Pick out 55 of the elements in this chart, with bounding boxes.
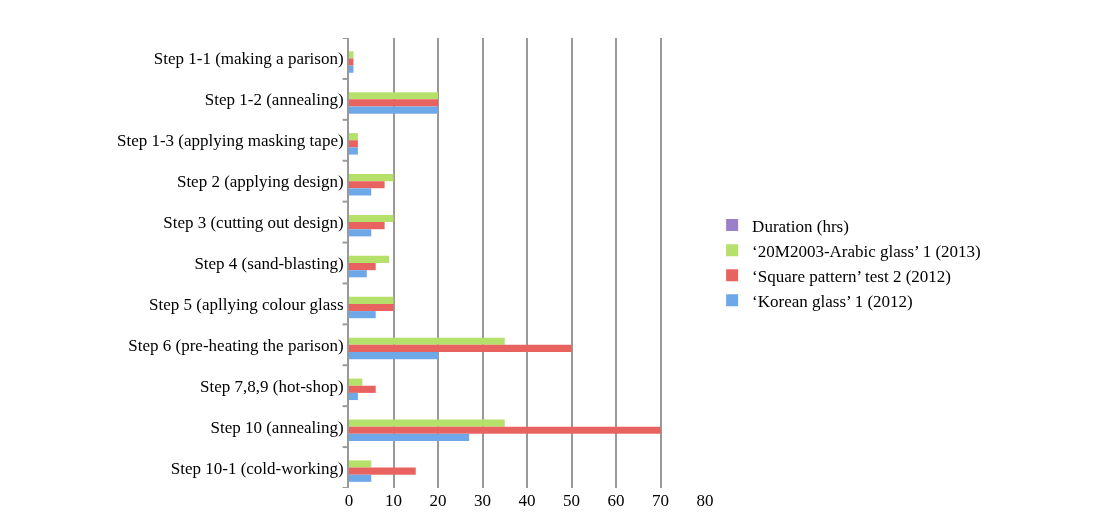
bar xyxy=(349,140,358,148)
y-tick-label: Step 2 (applying design) xyxy=(176,172,344,192)
y-tick-label: Step 7,8,9 (hot-shop) xyxy=(200,376,344,396)
y-tick-label: Step 6 (pre-heating the parison) xyxy=(128,335,344,355)
bar xyxy=(349,392,358,401)
bar xyxy=(349,263,376,271)
bar xyxy=(349,351,438,360)
bar xyxy=(349,419,505,427)
bar xyxy=(349,174,394,182)
bar xyxy=(349,337,505,345)
bar xyxy=(349,229,372,237)
x-tick-label: 80 xyxy=(696,491,714,510)
bar xyxy=(349,147,358,155)
bar xyxy=(349,92,438,100)
legend-label: ‘20M2003-Arabic glass’ 1 (2013) xyxy=(752,241,981,261)
x-tick-label: 20 xyxy=(429,491,447,510)
bar xyxy=(349,188,372,196)
bar xyxy=(349,474,372,482)
legend-label: ‘Square pattern’ test 2 (2012) xyxy=(752,266,952,286)
legend-label: ‘Korean glass’ 1 (2012) xyxy=(752,291,913,311)
bar xyxy=(349,296,394,304)
y-tick-label: Step 4 (sand-blasting) xyxy=(194,253,344,273)
y-tick-label: Step 10-1 (cold-working) xyxy=(170,458,344,478)
x-tick-label: 70 xyxy=(652,491,669,510)
bar xyxy=(349,181,385,189)
bar xyxy=(349,467,416,475)
bar xyxy=(349,222,385,230)
bar xyxy=(349,385,376,393)
bar xyxy=(349,311,376,319)
y-tick-label: Step 3 (cutting out design) xyxy=(163,213,344,233)
bar xyxy=(349,303,394,312)
x-tick-label: 60 xyxy=(607,491,625,510)
y-tick-label: Step 1-1 (making a parison) xyxy=(153,49,344,69)
bar xyxy=(349,99,438,107)
bar xyxy=(349,58,354,66)
x-tick-label: 10 xyxy=(385,491,402,510)
y-tick-label: Step 5 (apllying colour glass xyxy=(149,294,344,314)
bar xyxy=(349,255,390,263)
bar xyxy=(349,133,358,141)
x-tick-label: 30 xyxy=(474,491,491,510)
bar xyxy=(349,433,470,441)
bar xyxy=(349,378,363,386)
legend-label: Duration (hrs) xyxy=(752,216,849,236)
x-tick-label: 40 xyxy=(518,491,536,510)
bar xyxy=(349,214,394,223)
bar xyxy=(349,106,438,114)
bar xyxy=(349,460,372,468)
bar xyxy=(349,270,367,278)
x-tick-label: 50 xyxy=(563,491,580,510)
y-tick-label: Step 10 (annealing) xyxy=(210,417,344,437)
bar xyxy=(349,344,572,352)
y-tick-label: Step 1-3 (applying masking tape) xyxy=(116,131,344,151)
bar xyxy=(349,426,661,434)
y-tick-label: Step 1-2 (annealing) xyxy=(204,90,344,110)
x-tick-label: 0 xyxy=(344,491,354,510)
